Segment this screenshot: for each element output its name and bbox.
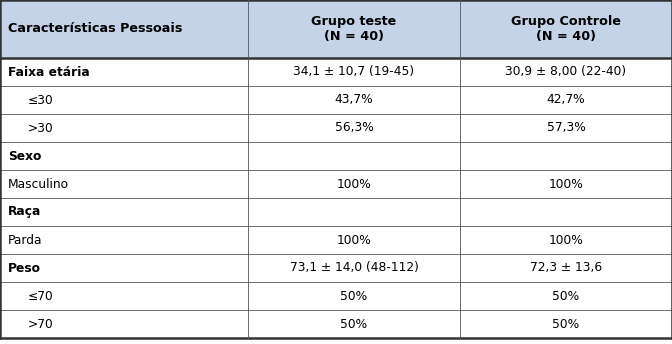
Bar bbox=[0, 114, 248, 142]
Bar bbox=[460, 170, 672, 198]
Bar bbox=[248, 310, 460, 338]
Bar bbox=[460, 0, 672, 58]
Bar bbox=[460, 198, 672, 226]
Bar bbox=[248, 0, 460, 58]
Text: 50%: 50% bbox=[552, 290, 579, 302]
Bar bbox=[460, 114, 672, 142]
Bar bbox=[0, 282, 248, 310]
Bar bbox=[0, 142, 248, 170]
Bar bbox=[0, 86, 248, 114]
Text: Raça: Raça bbox=[8, 205, 42, 218]
Bar bbox=[248, 282, 460, 310]
Text: 57,3%: 57,3% bbox=[546, 121, 585, 135]
Bar bbox=[248, 254, 460, 282]
Text: Características Pessoais: Características Pessoais bbox=[8, 22, 182, 35]
Text: 72,3 ± 13,6: 72,3 ± 13,6 bbox=[530, 261, 602, 275]
Text: 56,3%: 56,3% bbox=[335, 121, 374, 135]
Text: Masculino: Masculino bbox=[8, 178, 69, 191]
Bar bbox=[248, 114, 460, 142]
Text: ≤30: ≤30 bbox=[28, 94, 54, 107]
Text: 42,7%: 42,7% bbox=[547, 94, 585, 107]
Bar bbox=[460, 58, 672, 86]
Text: 50%: 50% bbox=[341, 290, 368, 302]
Text: 30,9 ± 8,00 (22-40): 30,9 ± 8,00 (22-40) bbox=[505, 65, 626, 78]
Text: 100%: 100% bbox=[548, 234, 583, 247]
Text: 100%: 100% bbox=[548, 178, 583, 191]
Text: 34,1 ± 10,7 (19-45): 34,1 ± 10,7 (19-45) bbox=[294, 65, 415, 78]
Bar bbox=[248, 198, 460, 226]
Text: ≤70: ≤70 bbox=[28, 290, 54, 302]
Bar bbox=[460, 310, 672, 338]
Text: 73,1 ± 14,0 (48-112): 73,1 ± 14,0 (48-112) bbox=[290, 261, 419, 275]
Bar bbox=[0, 310, 248, 338]
Text: Parda: Parda bbox=[8, 234, 42, 247]
Bar bbox=[248, 86, 460, 114]
Text: >30: >30 bbox=[28, 121, 54, 135]
Text: 100%: 100% bbox=[337, 178, 372, 191]
Bar bbox=[248, 58, 460, 86]
Text: >70: >70 bbox=[28, 318, 54, 331]
Bar bbox=[460, 86, 672, 114]
Bar bbox=[0, 58, 248, 86]
Bar bbox=[0, 198, 248, 226]
Bar bbox=[248, 170, 460, 198]
Text: Grupo teste
(N = 40): Grupo teste (N = 40) bbox=[311, 15, 396, 43]
Bar bbox=[248, 226, 460, 254]
Text: Grupo Controle
(N = 40): Grupo Controle (N = 40) bbox=[511, 15, 621, 43]
Bar bbox=[460, 226, 672, 254]
Bar bbox=[460, 254, 672, 282]
Bar bbox=[0, 0, 248, 58]
Bar bbox=[248, 142, 460, 170]
Bar bbox=[460, 142, 672, 170]
Text: Sexo: Sexo bbox=[8, 150, 42, 162]
Text: Peso: Peso bbox=[8, 261, 41, 275]
Text: 50%: 50% bbox=[552, 318, 579, 331]
Bar bbox=[460, 282, 672, 310]
Text: Faixa etária: Faixa etária bbox=[8, 65, 90, 78]
Bar bbox=[0, 254, 248, 282]
Text: 100%: 100% bbox=[337, 234, 372, 247]
Bar bbox=[0, 226, 248, 254]
Bar bbox=[0, 170, 248, 198]
Text: 50%: 50% bbox=[341, 318, 368, 331]
Text: 43,7%: 43,7% bbox=[335, 94, 374, 107]
